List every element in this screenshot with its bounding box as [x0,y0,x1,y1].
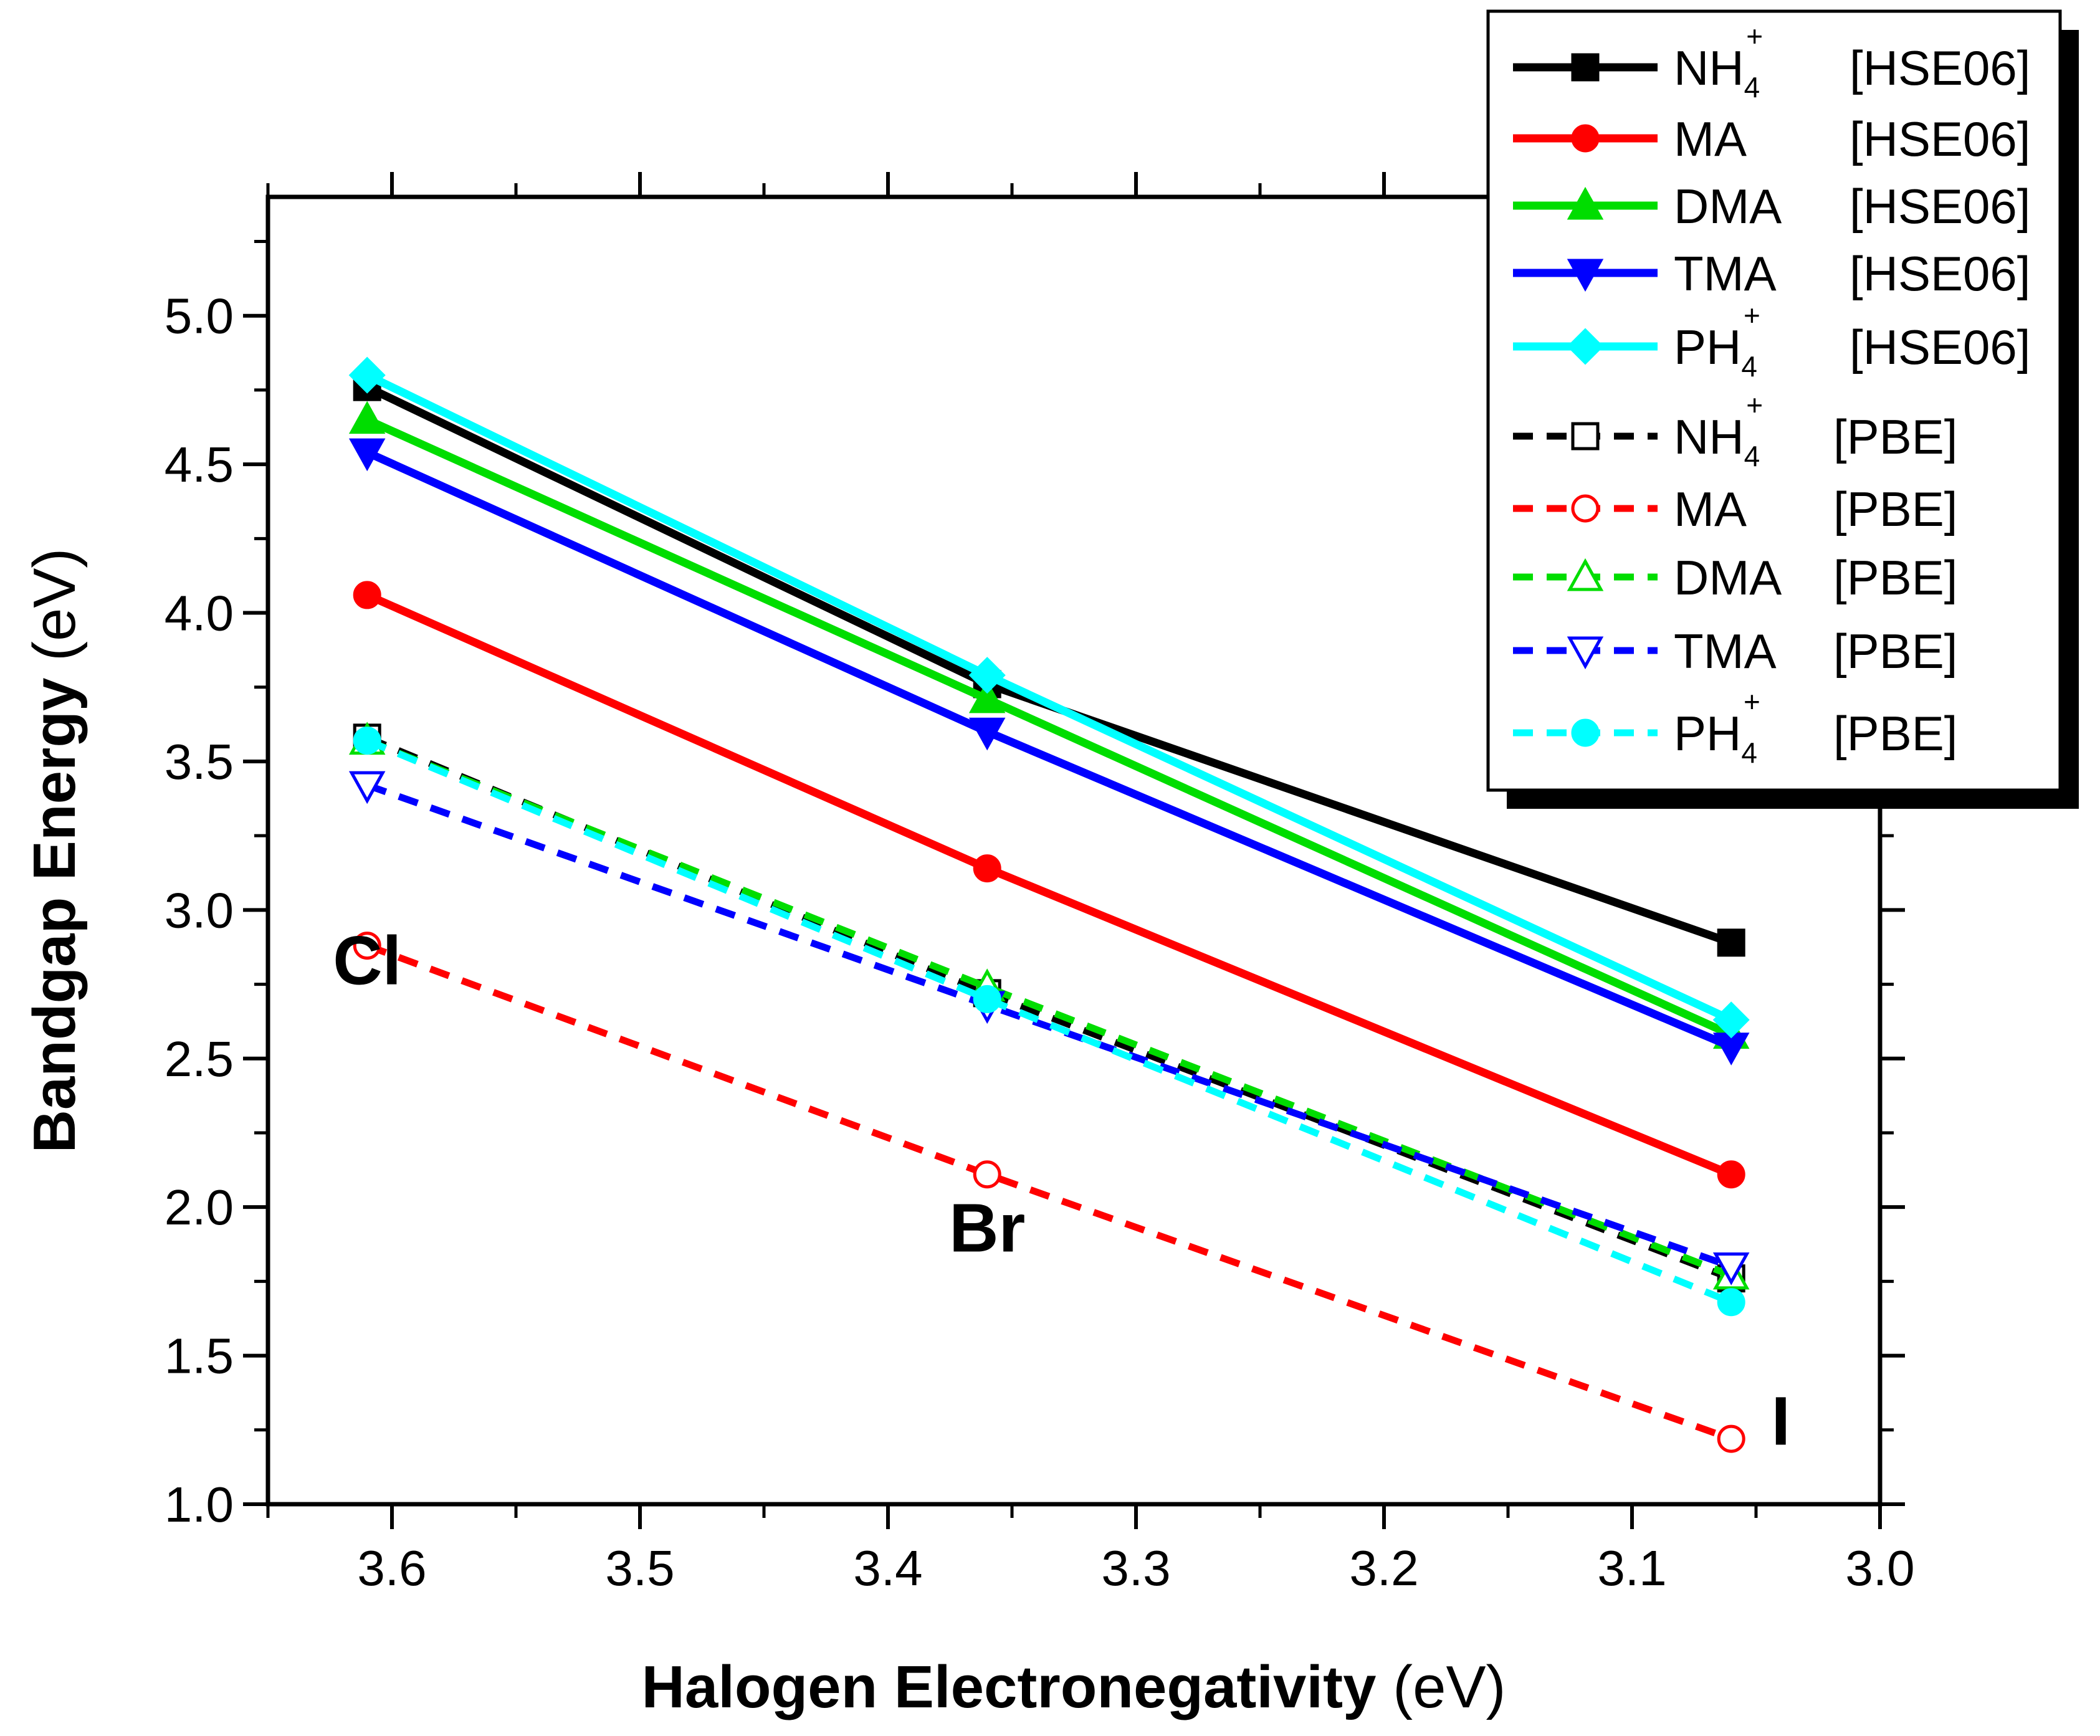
x-tick-label: 3.5 [605,1540,674,1596]
data-point [348,438,386,472]
legend-entry: TMA [PBE] [1513,624,1957,679]
legend-entry: PH4+ [HSE06] [1513,299,2030,383]
legend-marker [1567,636,1604,670]
legend-label: MA [1674,482,1747,537]
legend-label: DMA [1674,179,1782,234]
x-axis-title-main: Halogen Electronegativity [642,1654,1377,1720]
data-point [1717,928,1745,957]
y-axis-title-unit: (eV) [21,548,88,678]
plot-frame [265,194,1883,1507]
legend-entry: NH4+ [PBE] [1513,389,1957,472]
legend-entry: NH4+ [HSE06] [1513,20,2030,103]
y-tick-label: 3.5 [165,734,234,789]
data-point [1712,1001,1750,1039]
series-layer [348,356,1750,1453]
legend-method: [HSE06] [1849,246,2030,301]
annotation-cl: Cl [333,923,401,999]
legend-marker [1567,186,1604,220]
x-axis-title-unit: (eV) [1376,1654,1506,1720]
data-point [968,657,1006,694]
y-tick-label: 5.0 [165,289,234,344]
series-ph4plus-pbe [353,727,1745,1317]
y-tick-label: 4.0 [165,586,234,641]
legend: NH4+ [HSE06] MA [HSE06] DMA [HSE06] TMA [HSE06]… [1486,9,2079,809]
legend-marker [1571,53,1600,82]
legend-marker [1571,494,1600,523]
legend-label: NH4+ [1674,20,1763,103]
data-point [348,771,386,804]
legend-method: [PBE] [1833,550,1957,605]
y-tick-label: 4.5 [165,437,234,492]
legend-label: NH4+ [1674,389,1763,472]
legend-label: MA [1674,112,1747,166]
legend-method: [PBE] [1833,409,1957,464]
x-tick-label: 3.1 [1597,1540,1666,1596]
legend-method: [PBE] [1833,624,1957,679]
data-point [1712,1252,1750,1285]
legend-marker [1567,259,1604,292]
data-point [353,932,381,960]
legend-label: PH4+ [1674,299,1760,383]
legend-method: [HSE06] [1849,320,2030,374]
legend-label: DMA [1674,550,1782,605]
y-axis-title-main: Bandgap Energy [21,678,88,1153]
x-tick-label: 3.2 [1349,1540,1418,1596]
data-point [968,680,1006,713]
data-point [1717,1160,1745,1189]
legend-marker [1571,124,1600,153]
series-line [366,942,1733,1443]
legend-marker [1571,422,1600,451]
data-point [973,985,1001,1013]
legend-method: [PBE] [1833,706,1957,761]
annotation-br: Br [949,1190,1025,1267]
legend-items: NH4+ [HSE06] MA [HSE06] DMA [HSE06] TMA [HSE06]… [1513,20,2030,769]
data-point [968,717,1006,751]
y-tick-label: 2.0 [165,1180,234,1235]
data-point [353,581,381,609]
legend-label: PH4+ [1674,685,1760,769]
legend-label: TMA [1674,624,1777,679]
x-tick-label: 3.0 [1845,1540,1914,1596]
legend-entry: DMA [HSE06] [1513,179,2030,234]
element-annotations: Cl Br I [333,923,1790,1460]
legend-method: [HSE06] [1849,179,2030,234]
x-tick-label: 3.4 [853,1540,922,1596]
data-point [1717,1424,1745,1453]
legend-label: TMA [1674,246,1777,301]
data-point [973,854,1001,883]
legend-method: [HSE06] [1849,112,2030,166]
series-ma-hse06 [353,581,1745,1189]
tick-labels: 3.6 3.5 3.4 3.3 3.2 3.1 3.0 1.0 1.5 2.0 2.5 3.0 3.5 4… [165,289,1915,1596]
y-axis-title: Bandgap Energy (eV) [21,548,88,1153]
legend-method: [PBE] [1833,482,1957,537]
series-tma-hse06 [348,438,1750,1066]
legend-entry: DMA [PBE] [1513,550,1957,605]
legend-marker [1567,328,1604,365]
legend-marker [1567,558,1604,591]
data-point [353,727,381,755]
legend-entry: PH4+ [PBE] [1513,685,1957,769]
data-point [348,356,386,394]
legend-entry: MA [PBE] [1513,482,1957,537]
annotation-i: I [1772,1383,1791,1460]
data-point [348,401,386,434]
y-tick-label: 2.5 [165,1031,234,1087]
data-point [973,1160,1001,1189]
legend-method: [HSE06] [1849,41,2030,95]
series-ph4plus-hse06 [348,356,1750,1039]
y-tick-label: 3.0 [165,882,234,938]
x-tick-label: 3.6 [357,1540,426,1596]
legend-entry: MA [HSE06] [1513,112,2030,166]
legend-entry: TMA [HSE06] [1513,246,2030,301]
series-ma-pbe [353,932,1745,1453]
data-point [1717,1288,1745,1317]
y-tick-label: 1.5 [165,1328,234,1384]
y-tick-label: 1.0 [165,1477,234,1532]
x-tick-label: 3.3 [1101,1540,1170,1596]
x-axis-title: Halogen Electronegativity (eV) [642,1654,1506,1720]
legend-marker [1571,718,1600,747]
